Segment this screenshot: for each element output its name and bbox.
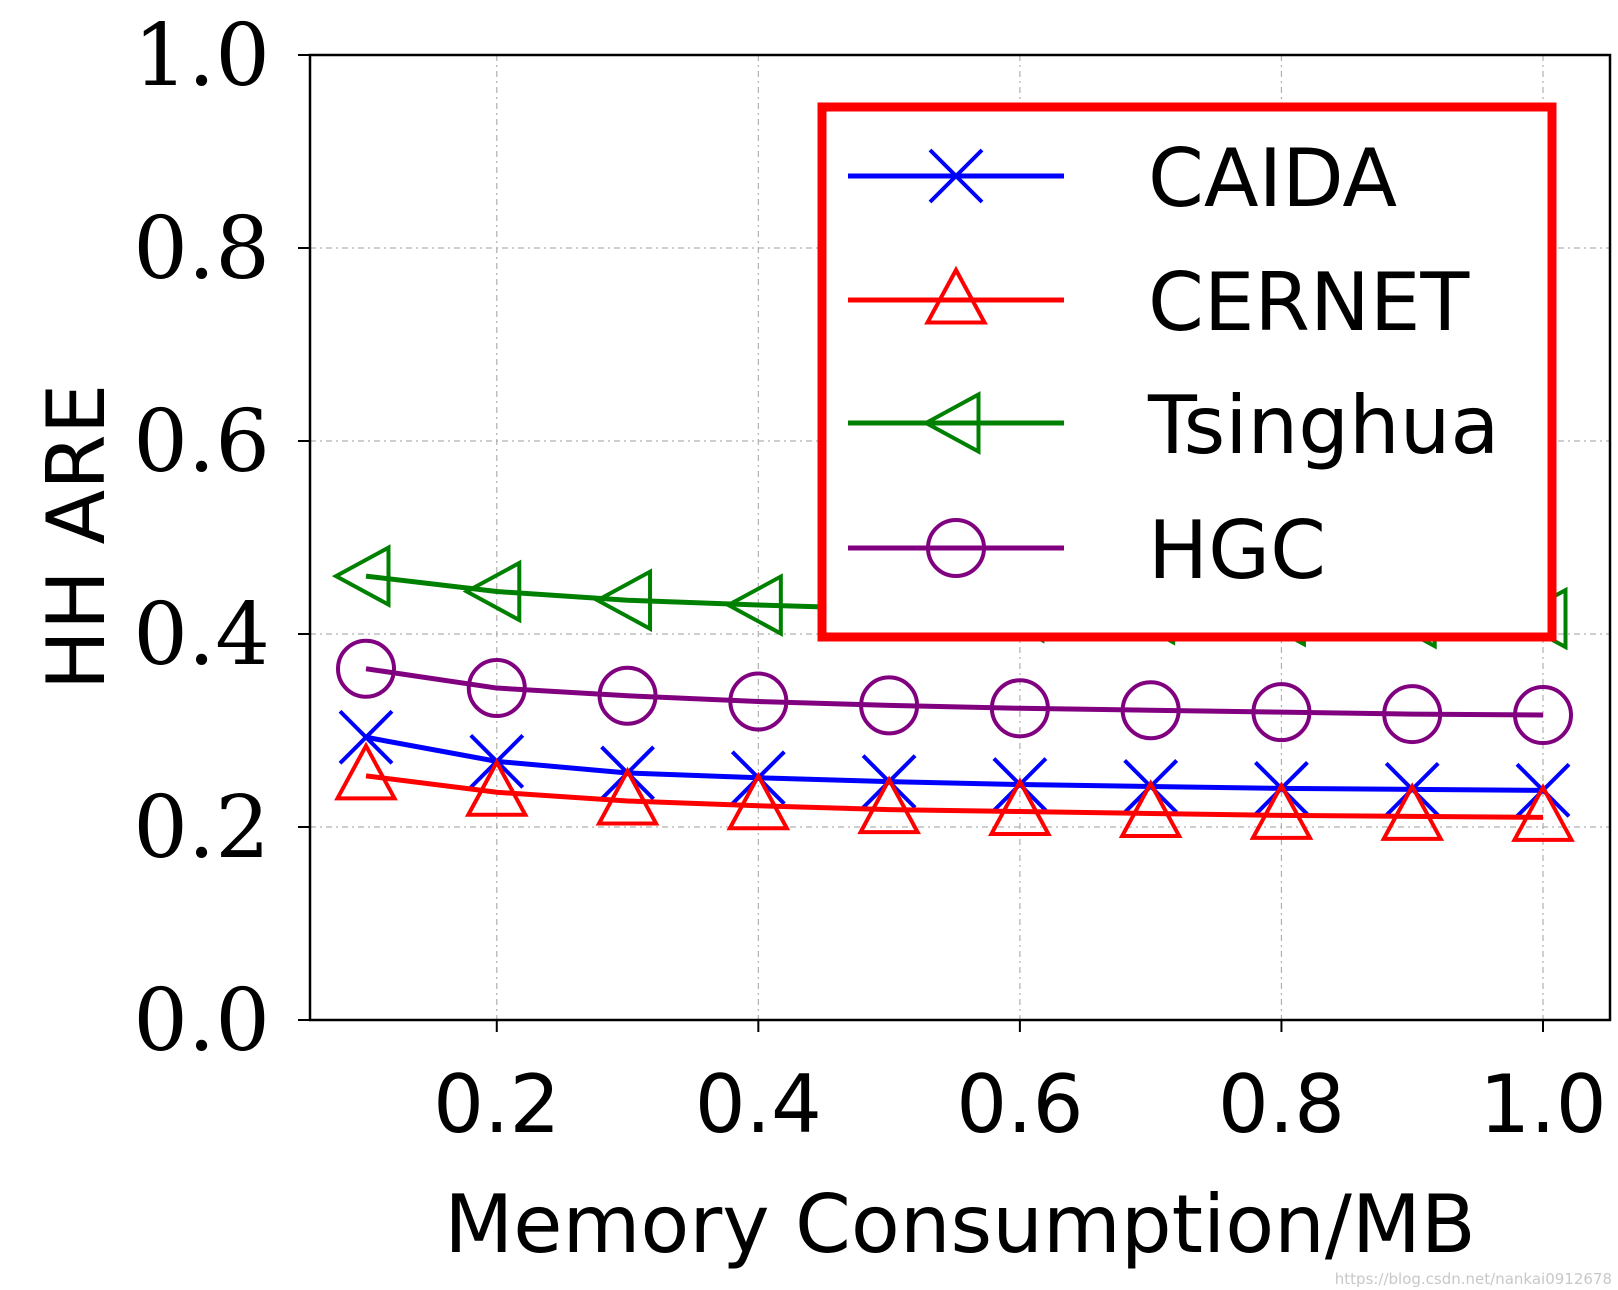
x-axis-title: Memory Consumption/MB [444, 1178, 1475, 1271]
series-hgc [336, 638, 1573, 746]
y-tick-label: 1.0 [133, 6, 270, 106]
series-caida [338, 709, 1571, 818]
legend-marker-tsinghua [921, 391, 981, 455]
data-point-cernet [1249, 781, 1314, 840]
data-point-hgc [1251, 682, 1312, 743]
data-point-hgc [1120, 680, 1181, 741]
data-point-hgc [1382, 684, 1443, 745]
x-tick-label: 0.2 [433, 1058, 560, 1151]
series-line-caida [365, 734, 1544, 793]
data-point-cernet [726, 771, 791, 831]
axis-ticks: 0.0 0.2 0.4 0.6 0.8 1.0 0.2 0.4 0.6 0.8 1.0 [133, 6, 1606, 1151]
y-axis-title: HH ARE [30, 384, 123, 691]
legend-marker-caida-stroke [928, 148, 984, 204]
x-tick-label: 0.6 [956, 1058, 1083, 1151]
data-point-hgc [336, 638, 396, 699]
y-tick-label: 0.0 [133, 971, 270, 1071]
data-point-hgc [859, 675, 920, 736]
data-point-tsinghua [462, 559, 522, 624]
data-point-hgc [597, 665, 658, 726]
series-line-cernet [365, 773, 1544, 820]
data-point-caida [338, 709, 394, 765]
legend-box [817, 102, 1557, 642]
legend-marker-cernet [924, 265, 988, 325]
x-tick-label: 1.0 [1479, 1058, 1606, 1151]
legend-label-cernet: CERNET [1148, 256, 1470, 349]
series-line-hgc [365, 666, 1544, 718]
y-tick-label: 0.2 [133, 778, 270, 878]
x-tick-label: 0.8 [1218, 1058, 1345, 1151]
data-point-cernet [1380, 782, 1445, 841]
x-tick-label: 0.4 [695, 1058, 822, 1151]
legend-label-tsinghua: Tsinghua [1147, 379, 1499, 472]
data-point-cernet [1511, 783, 1575, 842]
data-point-hgc [989, 678, 1050, 739]
y-tick-label: 0.6 [133, 392, 270, 492]
legend-marker-caida [928, 148, 984, 204]
legend-label-caida: CAIDA [1148, 132, 1397, 225]
data-point-cernet [595, 766, 660, 826]
data-point-cernet [857, 775, 921, 835]
watermark-text: https://blog.csdn.net/nankai0912678 [1335, 1270, 1612, 1288]
data-point-cernet [988, 777, 1052, 837]
data-point-cernet [334, 741, 398, 801]
y-tick-label: 0.8 [133, 199, 270, 299]
data-point-hgc [728, 671, 789, 732]
data-point-cernet [464, 758, 529, 817]
legend: CAIDA CERNET Tsinghua HGC [817, 102, 1557, 642]
y-tick-label: 0.4 [133, 585, 270, 685]
data-point-hgc [1513, 685, 1573, 746]
series-cernet [334, 741, 1575, 842]
plot-area-frame [308, 53, 1612, 1022]
data-point-tsinghua [331, 544, 391, 608]
data-point-tsinghua [593, 568, 653, 633]
data-point-caida-stroke [338, 709, 394, 765]
data-point-tsinghua [724, 573, 783, 637]
data-point-hgc [466, 658, 527, 719]
data-point-cernet [1118, 779, 1183, 838]
legend-label-hgc: HGC [1148, 504, 1326, 597]
legend-marker-hgc [926, 518, 986, 578]
